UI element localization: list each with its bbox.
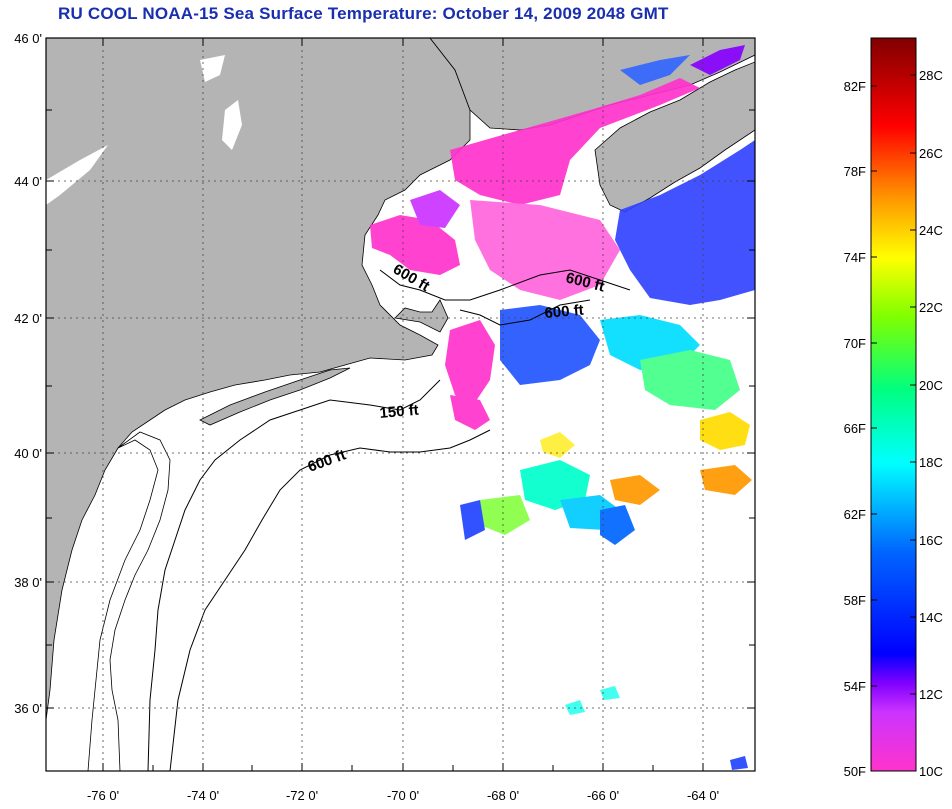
lon-label: -70 0'	[387, 788, 419, 803]
colorbar-c-label: 10C	[919, 764, 943, 779]
colorbar-c-label: 22C	[919, 300, 943, 315]
colorbar-c-label: 16C	[919, 533, 943, 548]
lon-label: -68 0'	[487, 788, 519, 803]
colorbar-c-label: 24C	[919, 223, 943, 238]
colorbar-c-label: 20C	[919, 378, 943, 393]
lake	[46, 145, 108, 205]
colorbar-f-label: 82F	[844, 79, 866, 94]
lake	[222, 100, 242, 150]
colorbar-c-label: 12C	[919, 687, 943, 702]
land-long-island	[199, 367, 351, 426]
lat-label: 42 0'	[14, 311, 42, 326]
lat-label: 46 0'	[14, 31, 42, 46]
land-nj-coast	[87, 431, 171, 771]
page-title: RU COOL NOAA-15 Sea Surface Temperature:…	[58, 4, 669, 23]
bathymetry-contours	[147, 269, 631, 771]
colorbar-f-label: 66F	[844, 421, 866, 436]
colorbar-f-label: 58F	[844, 593, 866, 608]
lake	[200, 55, 225, 82]
tick-marks	[46, 37, 755, 771]
colorbar-f-label: 78F	[844, 164, 866, 179]
colorbar	[870, 37, 917, 772]
land-mainland	[46, 38, 471, 721]
colorbar-f-label: 54F	[844, 679, 866, 694]
lat-label: 44 0'	[14, 174, 42, 189]
land-nova-scotia	[594, 61, 755, 213]
lon-label: -76 0'	[87, 788, 119, 803]
colorbar-f-label: 50F	[844, 764, 866, 779]
colorbar-c-label: 14C	[919, 610, 943, 625]
graticule	[46, 38, 755, 771]
lon-label: -74 0'	[187, 788, 219, 803]
contour-label: 600 ft	[544, 302, 585, 322]
land-cape-cod	[394, 299, 449, 333]
colorbar-c-label: 18C	[919, 455, 943, 470]
colorbar-c-label: 28C	[919, 68, 943, 83]
lon-label: -66 0'	[587, 788, 619, 803]
lon-label: -64 0'	[687, 788, 719, 803]
colorbar-ticks	[871, 74, 916, 695]
lat-label: 40 0'	[14, 446, 42, 461]
map-frame	[45, 37, 756, 772]
colorbar-f-label: 74F	[844, 250, 866, 265]
lat-label: 38 0'	[14, 575, 42, 590]
contour-label: 150 ft	[379, 402, 420, 422]
colorbar-c-label: 26C	[919, 146, 943, 161]
colorbar-f-label: 62F	[844, 507, 866, 522]
lon-label: -72 0'	[286, 788, 318, 803]
lat-label: 36 0'	[14, 701, 42, 716]
colorbar-f-label: 70F	[844, 336, 866, 351]
